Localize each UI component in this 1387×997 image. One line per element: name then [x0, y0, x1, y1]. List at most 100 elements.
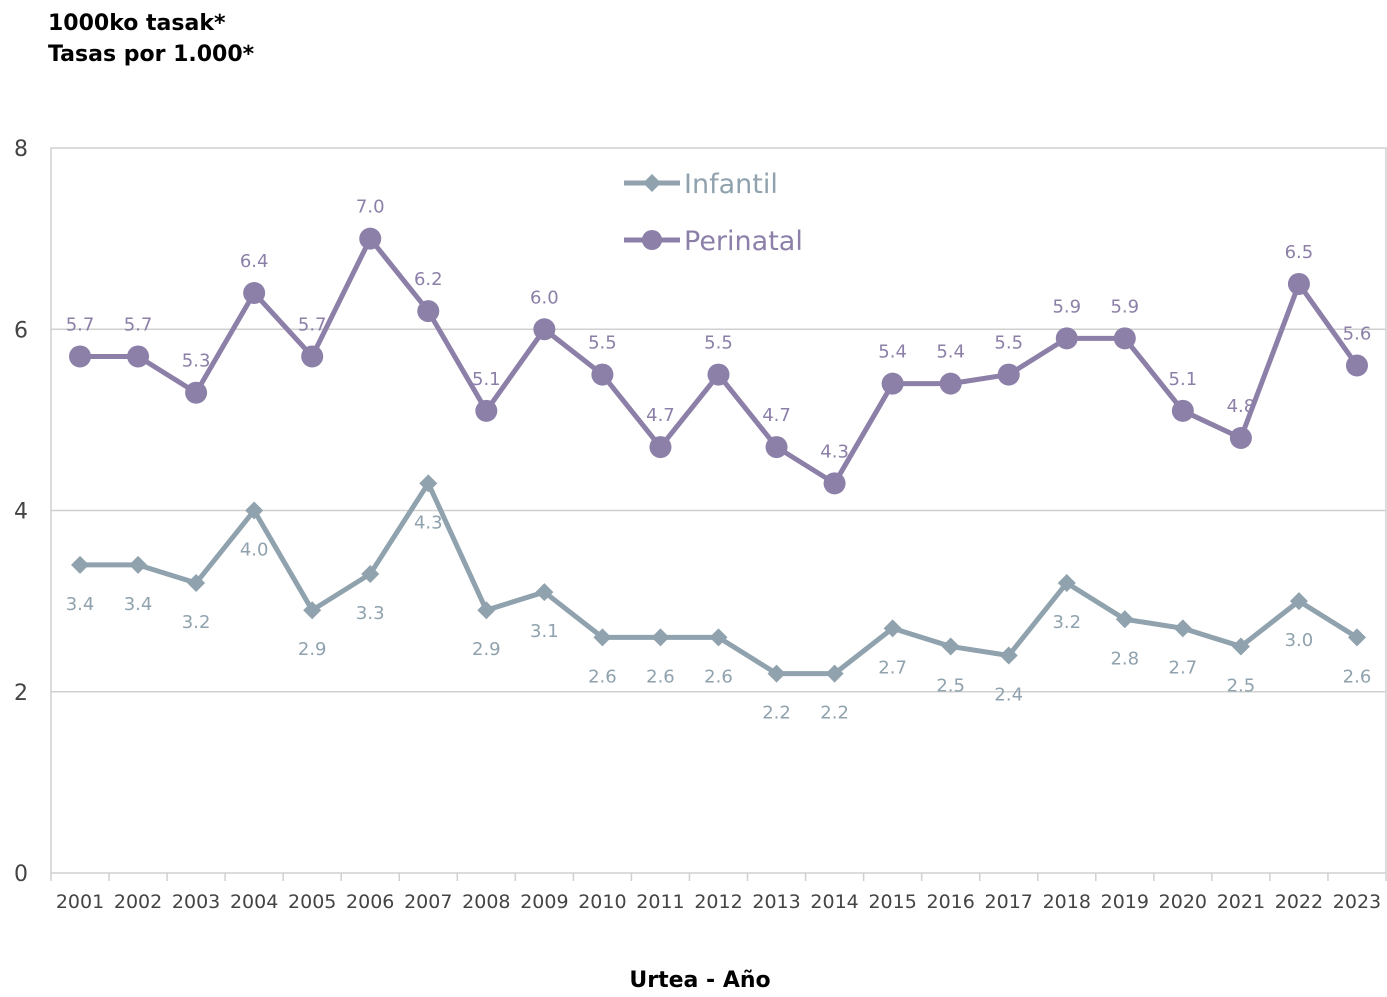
x-tick-label: 2004	[230, 891, 278, 913]
perinatal-data-label: 6.0	[530, 287, 559, 308]
perinatal-point	[243, 282, 266, 304]
infantil-point	[999, 646, 1018, 665]
infantil-data-label: 2.4	[994, 685, 1023, 706]
perinatal-data-label: 5.7	[298, 314, 327, 335]
perinatal-point	[649, 436, 672, 459]
infantil-data-label: 2.5	[1227, 675, 1256, 696]
perinatal-point	[533, 318, 556, 341]
perinatal-data-label: 4.7	[762, 405, 791, 426]
x-tick-label: 2007	[404, 891, 452, 913]
perinatal-point	[591, 363, 614, 386]
infantil-data-label: 2.6	[646, 666, 675, 687]
perinatal-point	[1345, 354, 1368, 377]
infantil-point	[1347, 628, 1366, 647]
infantil-point	[593, 628, 612, 647]
perinatal-point	[1113, 327, 1136, 350]
infantil-data-label: 3.1	[530, 621, 559, 642]
x-tick-label: 2020	[1159, 891, 1207, 913]
infantil-data-label: 3.0	[1285, 630, 1314, 651]
perinatal-point	[69, 345, 92, 368]
infantil-point	[71, 555, 90, 574]
infantil-point	[361, 564, 380, 583]
x-tick-label: 2008	[462, 891, 510, 913]
infantil-point	[187, 574, 206, 592]
perinatal-point	[997, 363, 1020, 386]
infantil-point	[651, 628, 670, 647]
infantil-point	[477, 601, 496, 620]
chart-title-line-2: Tasas por 1.000*	[48, 42, 255, 67]
x-tick-label: 2014	[810, 891, 858, 913]
x-tick-label: 2006	[346, 891, 394, 913]
x-tick-label: 2009	[520, 891, 568, 913]
perinatal-data-label: 5.5	[588, 333, 617, 354]
perinatal-point	[475, 399, 498, 422]
infantil-point	[535, 583, 554, 602]
x-tick-label: 2002	[114, 891, 162, 913]
infantil-data-label: 3.2	[1052, 612, 1081, 633]
y-tick-label: 2	[14, 681, 28, 706]
chart-title: 1000ko tasak* Tasas por 1.000*	[48, 8, 254, 70]
perinatal-point	[359, 227, 382, 250]
perinatal-data-label: 5.4	[878, 342, 907, 363]
perinatal-series-line	[80, 236, 1360, 486]
infantil-data-label: 2.5	[936, 675, 965, 696]
infantil-point	[245, 501, 264, 520]
y-tick-label: 0	[14, 862, 28, 887]
x-tick-label: 2016	[926, 891, 974, 913]
legend-infantil-marker	[643, 174, 661, 192]
perinatal-data-label: 5.5	[704, 333, 733, 354]
x-tick-label: 2023	[1333, 891, 1381, 913]
perinatal-point	[185, 381, 208, 404]
perinatal-data-label: 6.5	[1285, 242, 1314, 263]
perinatal-data-label: 5.7	[124, 314, 153, 335]
perinatal-point	[127, 345, 150, 368]
infantil-data-label: 2.6	[1343, 666, 1372, 687]
infantil-data-label: 2.2	[762, 703, 791, 724]
y-tick-label: 6	[14, 318, 28, 343]
perinatal-data-label: 5.3	[182, 351, 211, 372]
infantil-data-label: 2.2	[820, 703, 849, 724]
perinatal-data-label: 6.2	[414, 269, 443, 290]
infantil-data-label: 2.7	[878, 657, 907, 678]
x-tick-label: 2011	[636, 891, 684, 913]
perinatal-point	[823, 472, 846, 495]
x-tick-label: 2003	[172, 891, 220, 913]
perinatal-data-label: 4.3	[820, 441, 849, 462]
perinatal-point	[707, 363, 730, 386]
perinatal-point	[1229, 427, 1252, 449]
perinatal-data-label: 5.4	[936, 342, 965, 363]
x-tick-label: 2018	[1043, 891, 1091, 913]
axes: 0 2 4 6 8 2001 2002 2003 2004 2005 2006 2007 2008 200…	[14, 137, 1387, 913]
perinatal-data-label: 5.5	[994, 333, 1023, 354]
infantil-data-label: 4.3	[414, 512, 443, 533]
infantil-data-label: 3.2	[182, 612, 211, 633]
perinatal-point	[1287, 272, 1310, 295]
perinatal-data-label: 5.6	[1343, 324, 1372, 345]
legend-infantil-label: Infantil	[684, 169, 778, 200]
infantil-point	[941, 637, 960, 656]
infantil-point	[825, 664, 844, 683]
perinatal-data-label: 7.0	[356, 197, 385, 218]
gridlines	[50, 147, 1387, 874]
perinatal-point	[417, 300, 440, 323]
infantil-point	[419, 474, 438, 493]
x-axis-label: Urtea - Año	[629, 968, 771, 993]
x-tick-label: 2005	[288, 891, 336, 913]
infantil-data-label: 4.0	[240, 540, 269, 561]
perinatal-data-label: 5.7	[66, 314, 95, 335]
legend: Infantil Perinatal	[624, 169, 803, 257]
infantil-data-label: 2.7	[1169, 657, 1198, 678]
x-tick-label: 2019	[1101, 891, 1149, 913]
perinatal-data-label: 4.8	[1227, 396, 1256, 417]
infantil-data-label: 2.6	[704, 666, 733, 687]
perinatal-data-label: 5.9	[1110, 296, 1139, 317]
infantil-data-label: 3.4	[66, 594, 95, 615]
infantil-data-label: 2.9	[298, 639, 327, 660]
y-tick-label: 4	[14, 500, 28, 525]
infantil-data-label: 2.8	[1110, 648, 1139, 669]
infantil-point	[1057, 574, 1076, 592]
infantil-point	[303, 601, 322, 620]
infantil-point	[129, 555, 148, 574]
x-tick-label: 2017	[985, 891, 1033, 913]
